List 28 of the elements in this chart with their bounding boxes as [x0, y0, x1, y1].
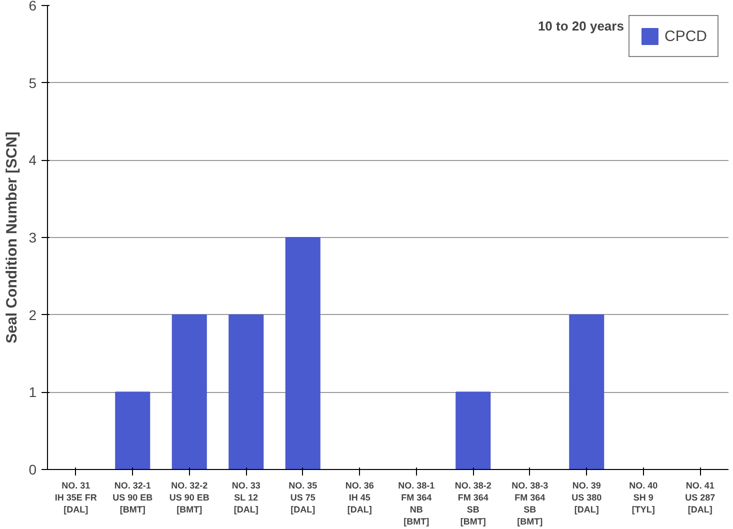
bar: [456, 392, 491, 470]
x-tick-label: NO. 31 IH 35E FR [DAL]: [54, 480, 98, 514]
legend-label: CPCD: [664, 28, 707, 44]
x-tick-label: NO. 32-1 US 90 EB [BMT]: [112, 480, 154, 514]
bar: [172, 314, 207, 470]
y-tick-label: 2: [28, 306, 37, 323]
y-tick-label: 3: [28, 230, 37, 246]
bar: [228, 314, 264, 470]
x-tick-label: NO. 38-3 FM 364 SB [BMT]: [512, 480, 548, 526]
x-tick-label: NO. 39 US 380 [DAL]: [572, 480, 602, 514]
x-tick-label: NO. 38-2 FM 364 SB [BMT]: [454, 480, 492, 526]
x-tick-label: NO. 35 US 75 [DAL]: [288, 480, 318, 514]
x-tick-label: NO. 36 IH 45 [DAL]: [345, 480, 374, 514]
x-tick-label: NO. 41 US 287 [DAL]: [685, 480, 716, 514]
x-tick-label: NO. 33 SL 12 [DAL]: [232, 480, 260, 514]
y-tick-label: 4: [28, 152, 37, 168]
y-tick-label: 0: [28, 462, 37, 478]
bar: [115, 392, 150, 470]
y-tick-label: 6: [28, 0, 37, 14]
bar: [569, 314, 604, 470]
annotation: 10 to 20 years: [538, 18, 624, 34]
x-tick-label: NO. 38-1 FM 364 NB [BMT]: [398, 480, 435, 526]
x-tick-label: NO. 32-2 US 90 EB [BMT]: [169, 480, 210, 514]
y-tick-label: 1: [28, 384, 37, 400]
y-axis-title: Seal Condition Number [SCN]: [4, 132, 21, 344]
x-tick-label: NO. 40 SH 9 [TYL]: [629, 480, 658, 514]
bar: [285, 237, 320, 470]
y-tick-label: 5: [28, 74, 37, 91]
